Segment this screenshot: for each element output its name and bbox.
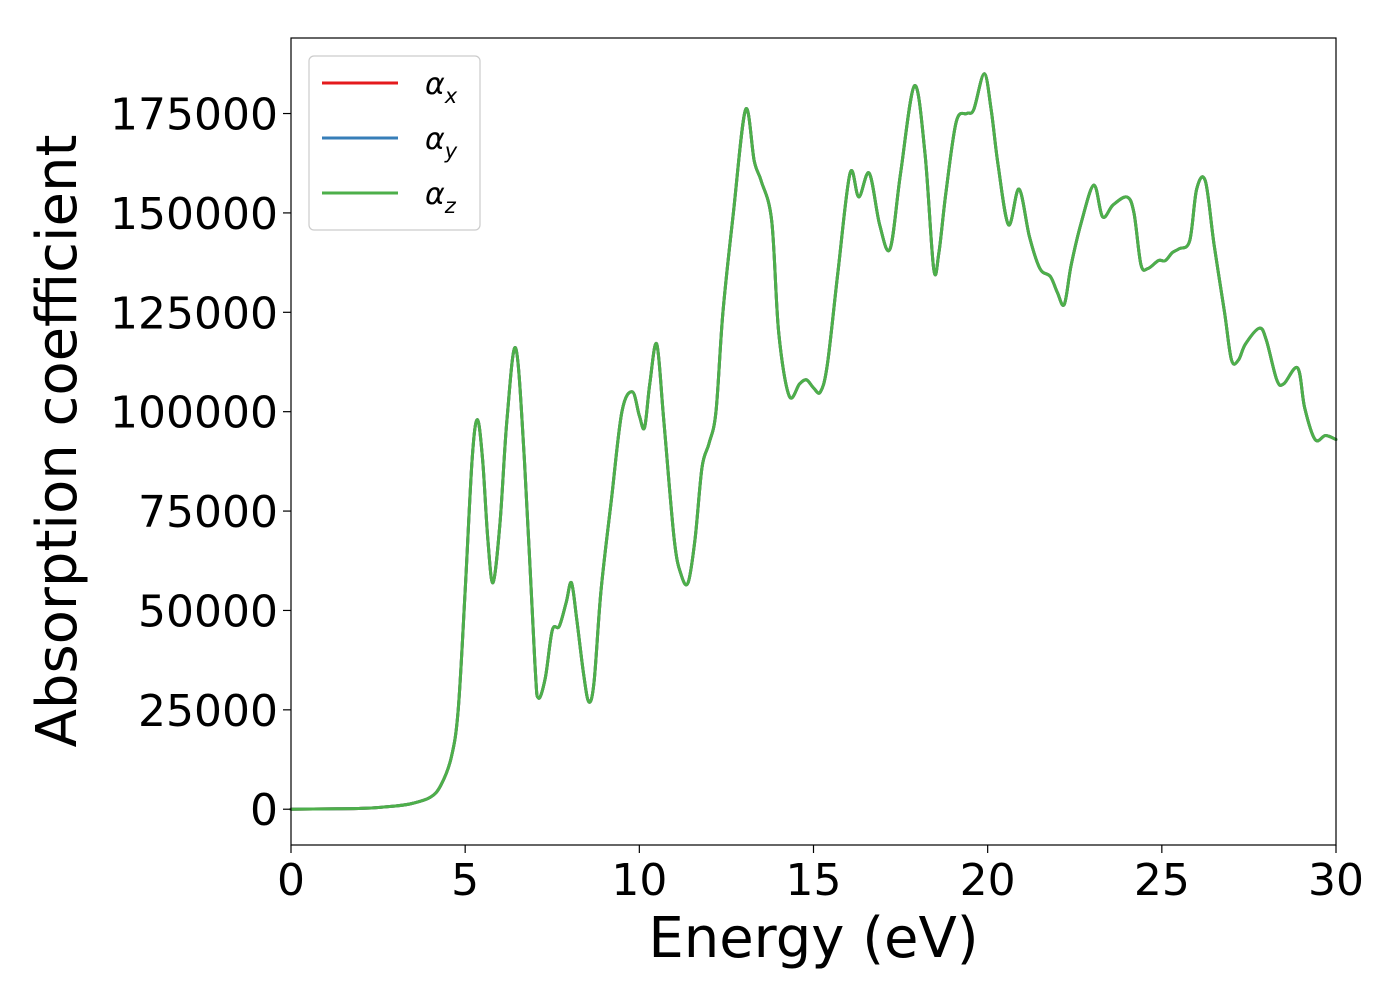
legend-label-z: αz — [425, 177, 457, 218]
x-tick-label: 10 — [611, 855, 667, 906]
y-tick-label: 125000 — [110, 288, 278, 339]
legend-label-sub: x — [444, 84, 458, 108]
x-tick-label: 15 — [786, 855, 842, 906]
x-axis-title: Energy (eV) — [648, 906, 978, 971]
y-axis: 0 25000 50000 75000 100000 125000 150000 175000 — [110, 90, 291, 836]
y-tick-label: 0 — [250, 785, 278, 836]
series-layer — [289, 72, 1338, 811]
x-axis: 0 5 10 15 20 25 30 — [277, 845, 1364, 906]
x-tick-label: 30 — [1308, 855, 1364, 906]
legend-label-x: αx — [425, 67, 458, 108]
y-tick-label: 75000 — [138, 487, 278, 538]
legend-box — [308, 55, 481, 231]
x-tick-label: 20 — [960, 855, 1016, 906]
y-tick-label: 150000 — [110, 189, 278, 240]
legend-label-sub: y — [444, 139, 458, 163]
y-tick-label: 25000 — [138, 686, 278, 737]
y-tick-label: 175000 — [110, 90, 278, 141]
x-tick-label: 25 — [1134, 855, 1190, 906]
legend-label-y: αy — [425, 122, 458, 163]
legend-label-main: α — [425, 177, 445, 212]
y-tick-label: 50000 — [138, 586, 278, 637]
y-axis-title: Absorption coefficient — [25, 135, 90, 748]
legend-label-main: α — [425, 67, 445, 102]
series-line-z — [289, 72, 1338, 811]
legend-label-sub: z — [444, 194, 457, 218]
y-tick-label: 100000 — [110, 388, 278, 439]
x-tick-label: 5 — [451, 855, 479, 906]
legend-label-main: α — [425, 122, 445, 157]
x-tick-label: 0 — [277, 855, 305, 906]
